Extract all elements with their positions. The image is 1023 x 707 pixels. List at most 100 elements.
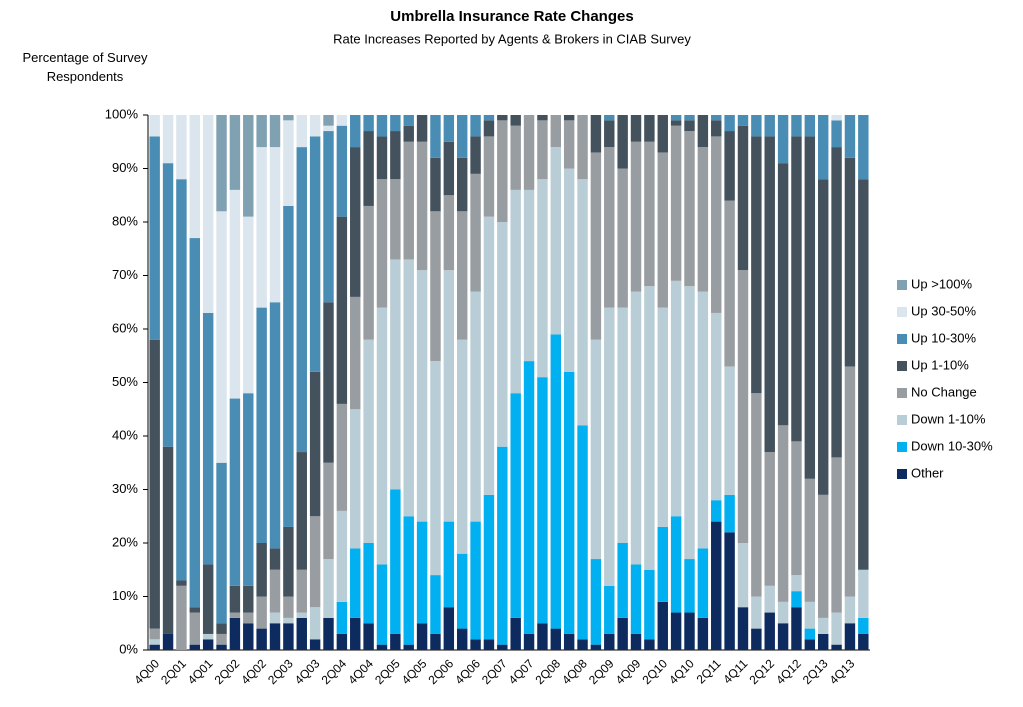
bar-segment [550,147,562,335]
bar-segment [804,628,816,640]
bar-segment [309,639,321,650]
bar-segment [470,291,481,522]
legend-swatch [897,469,907,479]
x-tick-label: 4Q02 [238,656,269,687]
bar-segment [644,115,655,142]
x-tick-label: 4Q05 [399,656,430,687]
bar-segment [711,115,722,121]
y-tick-label: 0% [119,641,138,656]
bar-segment [630,141,642,292]
bar-segment [737,607,749,650]
bar-segment [697,548,709,618]
bar-segment [269,548,281,570]
y-tick-label: 100% [105,106,139,121]
bar-segment [537,623,548,650]
y-tick-label: 70% [112,267,138,282]
bar-segment [590,559,602,645]
bar-segment [657,601,668,650]
bar-segment [456,211,468,340]
bar-segment [470,173,481,292]
bar-segment [563,371,575,634]
bar-segment [456,339,468,554]
bar-segment [229,189,241,399]
bar-segment [216,644,227,650]
bar-segment [350,409,361,549]
bar-segment [323,617,334,650]
bar-segment [283,205,294,527]
y-tick-label: 90% [112,160,138,175]
bar-segment [189,238,201,608]
bar-segment [711,312,722,501]
bar-segment [697,291,709,549]
bar-segment [831,115,842,121]
bar-segment [416,521,428,624]
bar-segment [430,211,441,362]
x-tick-label: 2Q06 [426,656,457,687]
bar-segment [711,136,722,313]
bar-segment [336,601,348,634]
legend-label: Up 1-10% [911,357,969,372]
y-tick-label: 40% [112,427,138,442]
bar-segment [550,334,562,629]
bar-segment [456,628,468,650]
bar-segment [590,115,602,153]
bar-segment [470,521,481,640]
bar-segment [724,366,735,495]
bar-segment [483,136,495,217]
bar-segment [216,211,227,463]
legend-label: Up 30-50% [911,303,976,318]
legend-label: Down 1-10% [911,411,986,426]
x-tick-label: 2Q01 [158,656,189,687]
x-tick-label: 2Q07 [479,656,510,687]
bar-segment [523,361,535,634]
bar-segment [844,157,856,367]
bar-segment [711,521,722,650]
bar-segment [831,457,842,613]
bar-segment [844,115,856,158]
bar-segment [443,141,455,196]
bar-segment [202,633,214,640]
bar-segment [537,115,548,121]
bar-segment [804,136,816,479]
bar-segment [523,633,535,650]
bar-segment [216,633,227,645]
bar-segment [256,147,267,308]
bar-segment [376,307,388,565]
bar-segment [604,120,615,148]
bar-segment [844,596,856,624]
bar-segment [269,623,281,650]
bar-segment [149,339,160,629]
legend-swatch [897,415,907,425]
bar-segment [256,628,267,650]
bar-segment [537,120,548,180]
bar-segment [817,179,829,495]
bar-segment [243,612,254,624]
bar-segment [176,179,187,581]
bar-segment [577,179,588,426]
bar-segment [844,366,856,597]
bar-segment [670,612,682,650]
bar-segment [283,115,294,121]
bar-segment [430,115,441,158]
bar-segment [296,569,307,613]
bar-segment [283,623,294,650]
y-tick-label: 80% [112,213,138,228]
bar-segment [764,452,775,586]
bar-segment [376,115,388,137]
bar-segment [724,131,735,201]
bar-segment [657,307,668,527]
bar-segment [229,585,241,613]
bar-segment [831,644,842,650]
bar-segment [350,296,361,410]
bar-segment [577,115,588,180]
bar-segment [283,617,294,624]
bar-segment [644,141,655,287]
bar-segment [309,136,321,372]
x-tick-label: 2Q13 [800,656,831,687]
bar-segment [497,115,508,121]
bar-segment [751,115,762,137]
bar-segment [644,569,655,640]
bar-segment [416,623,428,650]
bar-segment [256,115,267,148]
